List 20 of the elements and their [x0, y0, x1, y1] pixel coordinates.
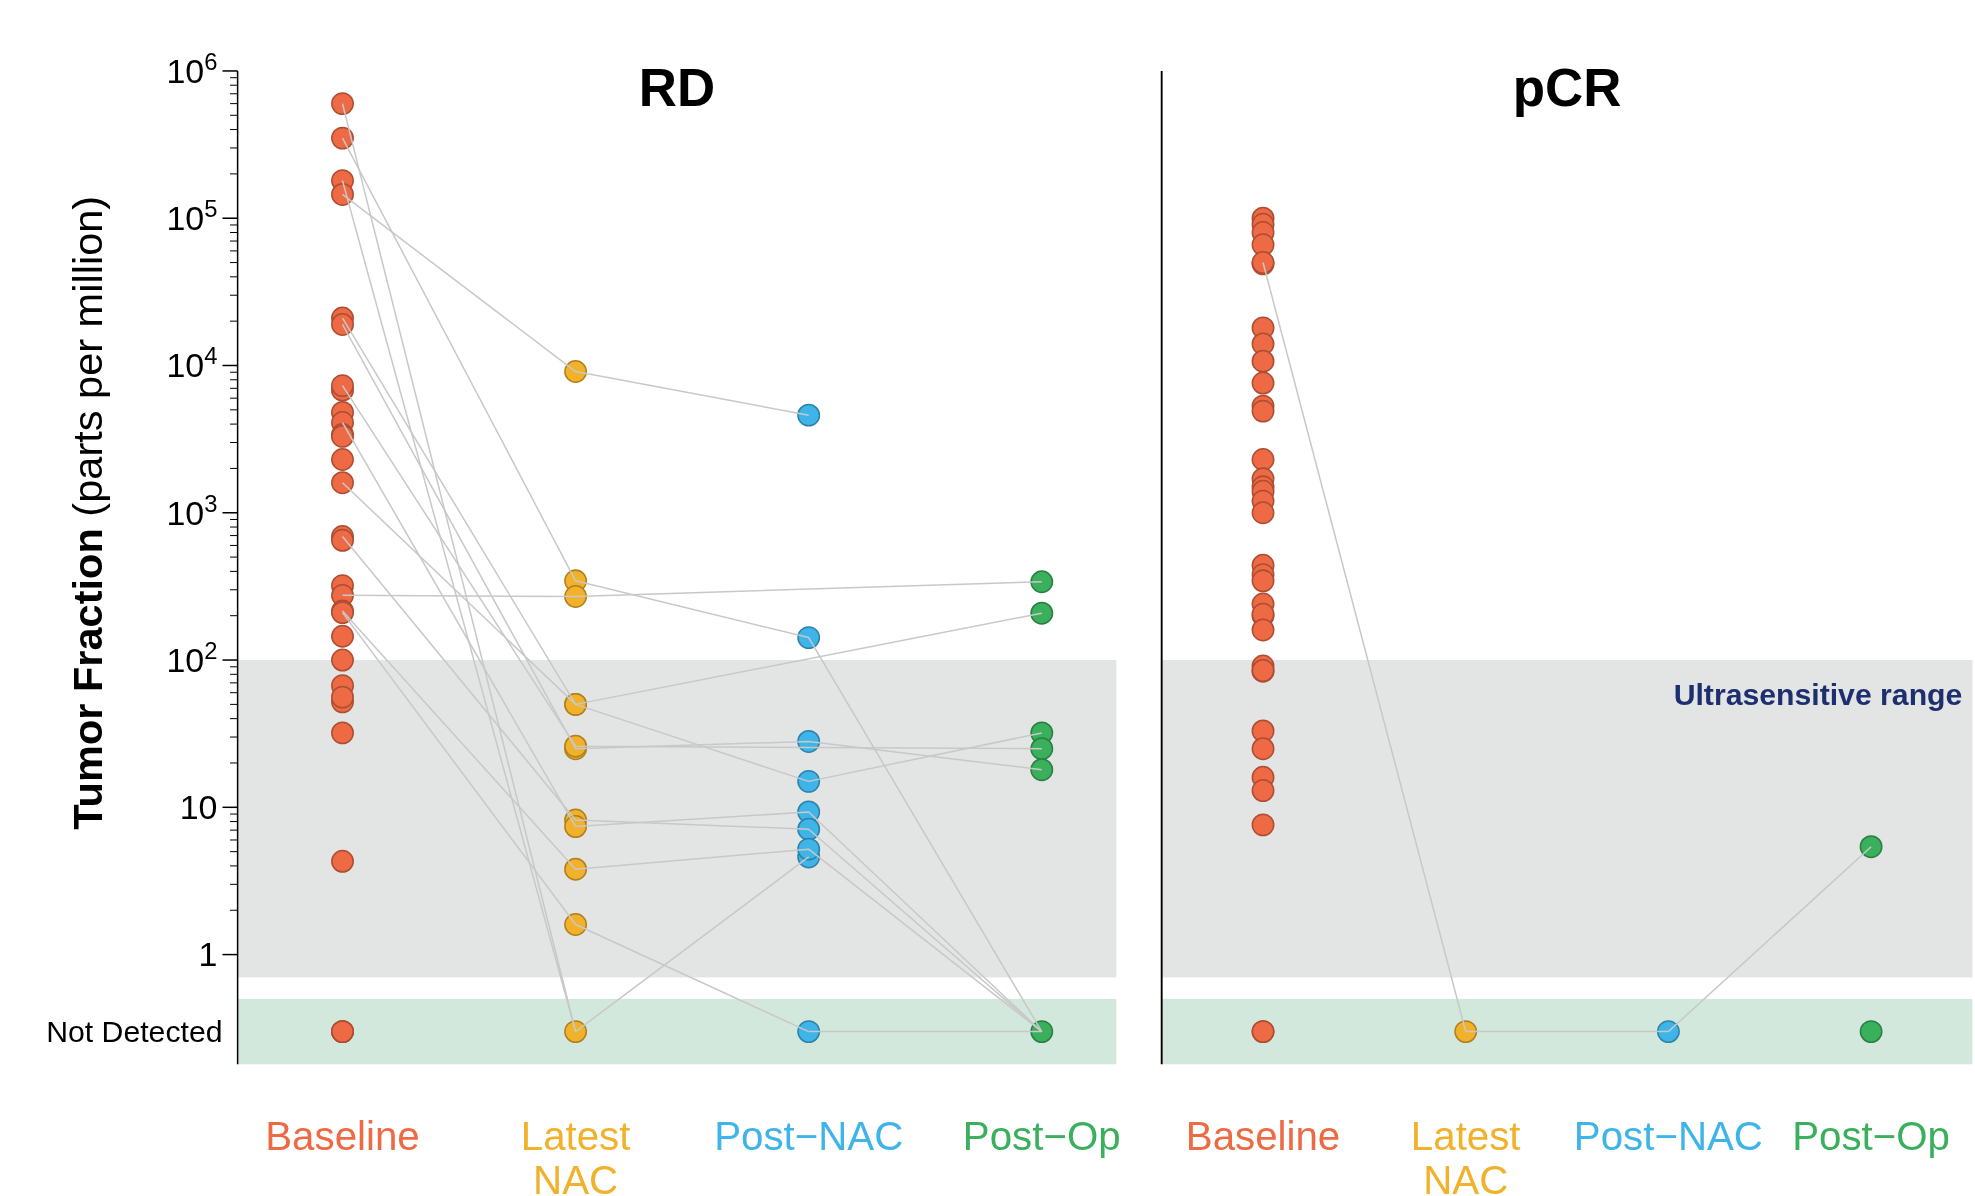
- y-tick-label: Not Detected: [46, 1015, 223, 1049]
- y-axis-title: Tumor Fraction (parts per million): [63, 195, 111, 830]
- chart-title: pCR: [1512, 58, 1622, 118]
- x-tick-label: Post−NAC: [714, 1113, 904, 1159]
- x-tick-label: Baseline: [265, 1113, 420, 1159]
- x-tick-label: Latest NAC: [520, 1113, 631, 1196]
- y-tick-label: 10$^{5}$: [166, 194, 218, 238]
- y-tick-label: 10$^{6}$: [166, 47, 218, 90]
- band-label: Ultrasensitive range: [1673, 678, 1963, 712]
- y-tick-label: 10$^{2}$: [166, 636, 218, 679]
- x-tick-label: Latest NAC: [1410, 1113, 1521, 1196]
- y-tick-label: 10$^{4}$: [166, 341, 218, 385]
- y-tick-label: 10$^{3}$: [166, 489, 218, 532]
- y-tick-label: 1: [198, 935, 218, 974]
- x-tick-label: Post−Op: [962, 1113, 1121, 1159]
- x-tick-label: Post−NAC: [1573, 1113, 1763, 1159]
- chart-title: RD: [638, 58, 716, 118]
- x-tick-label: Baseline: [1185, 1113, 1341, 1159]
- x-tick-label: Post−Op: [1792, 1113, 1950, 1159]
- y-tick-label: 10: [179, 788, 218, 827]
